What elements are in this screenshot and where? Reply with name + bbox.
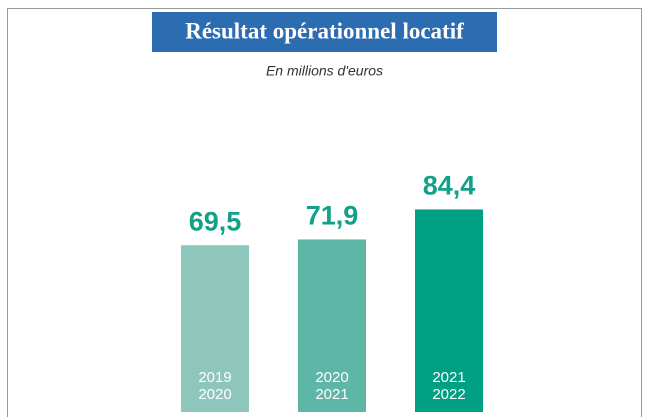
value-label: 84,4 <box>423 171 476 201</box>
category-label: 2020 <box>315 369 348 386</box>
title-background <box>152 12 497 52</box>
category-label: 2022 <box>432 386 465 403</box>
bar <box>415 209 483 412</box>
category-label: 2019 <box>198 369 231 386</box>
value-label: 71,9 <box>306 201 359 231</box>
bar <box>298 239 366 412</box>
chart-title: Résultat opérationnel locatif <box>185 18 464 43</box>
category-label: 2021 <box>315 386 348 403</box>
category-label: 2021 <box>432 369 465 386</box>
frame <box>7 8 642 417</box>
chart-subtitle: En millions d'euros <box>266 63 383 79</box>
category-label: 2020 <box>198 386 231 403</box>
bar <box>181 245 249 412</box>
value-label: 69,5 <box>189 206 242 236</box>
